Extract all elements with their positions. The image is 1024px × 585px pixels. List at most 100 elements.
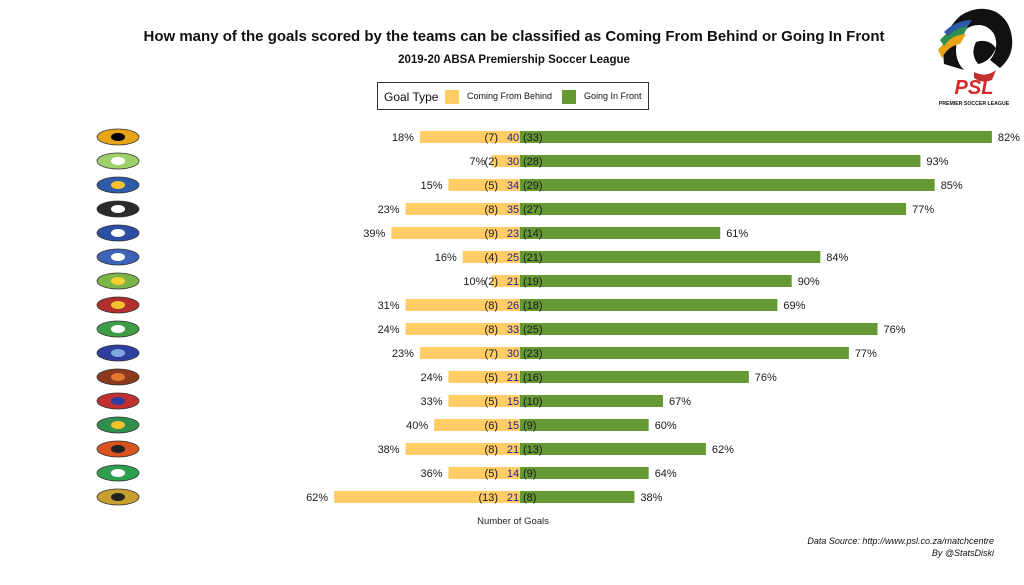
team-badge-emblem-icon [111,397,125,405]
label-count-coming-from-behind: (8) [485,300,498,312]
label-count-coming-from-behind: (7) [485,348,498,360]
label-percent-going-in-front: 62% [712,444,734,456]
legend-swatch-going-in-front [562,90,576,104]
bar-going-in-front [520,395,663,407]
legend-label-coming-from-behind: Coming From Behind [467,91,553,101]
label-percent-coming-from-behind: 24% [378,324,400,336]
bar-going-in-front [520,299,778,311]
label-percent-going-in-front: 76% [884,324,906,336]
psl-logo: PSL PREMIER SOCCER LEAGUE [938,8,1013,107]
label-percent-going-in-front: 76% [755,372,777,384]
bar-coming-from-behind [491,275,520,287]
label-total-goals: 15 [507,420,519,432]
bar-going-in-front [520,251,821,263]
label-total-goals: 26 [507,300,519,312]
bar-going-in-front [520,131,992,143]
label-total-goals: 40 [507,132,519,144]
label-count-coming-from-behind: (5) [485,372,498,384]
label-percent-coming-from-behind: 23% [378,204,400,216]
label-percent-coming-from-behind: 10% [463,276,485,288]
team-badge-emblem-icon [111,445,125,453]
label-percent-going-in-front: 38% [640,492,662,504]
bar-coming-from-behind [491,155,520,167]
label-percent-going-in-front: 77% [912,204,934,216]
bar-going-in-front [520,491,635,503]
team-badge-emblem-icon [111,181,125,189]
label-count-going-in-front: (19) [523,276,543,288]
label-percent-coming-from-behind: 33% [420,396,442,408]
team-badge-emblem-icon [111,301,125,309]
label-percent-coming-from-behind: 16% [435,252,457,264]
label-total-goals: 25 [507,252,519,264]
bar-coming-from-behind [462,251,520,263]
label-count-going-in-front: (16) [523,372,543,384]
label-total-goals: 23 [507,228,519,240]
bar-coming-from-behind [448,395,520,407]
bar-going-in-front [520,443,706,455]
label-count-coming-from-behind: (6) [485,420,498,432]
label-total-goals: 14 [507,468,519,480]
team-badge-emblem-icon [111,373,125,381]
bar-coming-from-behind [391,227,520,239]
logo-caption: PREMIER SOCCER LEAGUE [939,101,1010,107]
label-count-coming-from-behind: (2) [485,156,498,168]
bar-coming-from-behind [419,131,520,143]
label-count-coming-from-behind: (2) [485,276,498,288]
label-percent-coming-from-behind: 39% [363,228,385,240]
label-percent-going-in-front: 82% [998,132,1020,144]
label-count-coming-from-behind: (7) [485,132,498,144]
label-percent-coming-from-behind: 31% [378,300,400,312]
team-badge-emblem-icon [111,229,125,237]
label-percent-going-in-front: 67% [669,396,691,408]
label-total-goals: 35 [507,204,519,216]
label-percent-going-in-front: 93% [926,156,948,168]
bar-going-in-front [520,347,849,359]
legend-label-going-in-front: Going In Front [584,91,642,101]
label-percent-coming-from-behind: 36% [420,468,442,480]
label-percent-going-in-front: 85% [941,180,963,192]
label-count-going-in-front: (14) [523,228,543,240]
team-badge-emblem-icon [111,421,125,429]
label-count-going-in-front: (29) [523,180,543,192]
label-count-going-in-front: (9) [523,420,536,432]
data-source-note: Data Source: http://www.psl.co.za/matchc… [807,535,994,559]
label-total-goals: 21 [507,444,519,456]
bar-going-in-front [520,467,649,479]
bar-coming-from-behind [405,443,520,455]
label-count-going-in-front: (33) [523,132,543,144]
label-total-goals: 21 [507,372,519,384]
team-badge-emblem-icon [111,493,125,501]
label-total-goals: 30 [507,156,519,168]
label-percent-coming-from-behind: 18% [392,132,414,144]
label-count-coming-from-behind: (5) [485,180,498,192]
label-percent-going-in-front: 77% [855,348,877,360]
chart-title: How many of the goals scored by the team… [143,28,885,45]
label-count-going-in-front: (18) [523,300,543,312]
label-percent-going-in-front: 64% [655,468,677,480]
label-count-coming-from-behind: (8) [485,324,498,336]
legend-swatch-coming-from-behind [445,90,459,104]
label-count-going-in-front: (27) [523,204,543,216]
legend: Goal Type Coming From Behind Going In Fr… [377,82,649,110]
label-percent-coming-from-behind: 38% [378,444,400,456]
bar-going-in-front [520,323,878,335]
label-total-goals: 30 [507,348,519,360]
label-total-goals: 34 [507,180,519,192]
label-total-goals: 21 [507,276,519,288]
bar-coming-from-behind [405,299,520,311]
label-count-going-in-front: (9) [523,468,536,480]
label-count-going-in-front: (10) [523,396,543,408]
x-axis-label: Number of Goals [477,516,549,527]
team-badge-emblem-icon [111,253,125,261]
label-count-going-in-front: (21) [523,252,543,264]
label-percent-going-in-front: 60% [655,420,677,432]
legend-title: Goal Type [384,90,439,104]
label-total-goals: 15 [507,396,519,408]
label-total-goals: 21 [507,492,519,504]
team-badge-emblem-icon [111,205,125,213]
label-percent-coming-from-behind: 15% [420,180,442,192]
team-badge-emblem-icon [111,277,125,285]
label-count-coming-from-behind: (8) [485,204,498,216]
logo-text: PSL [955,77,994,99]
